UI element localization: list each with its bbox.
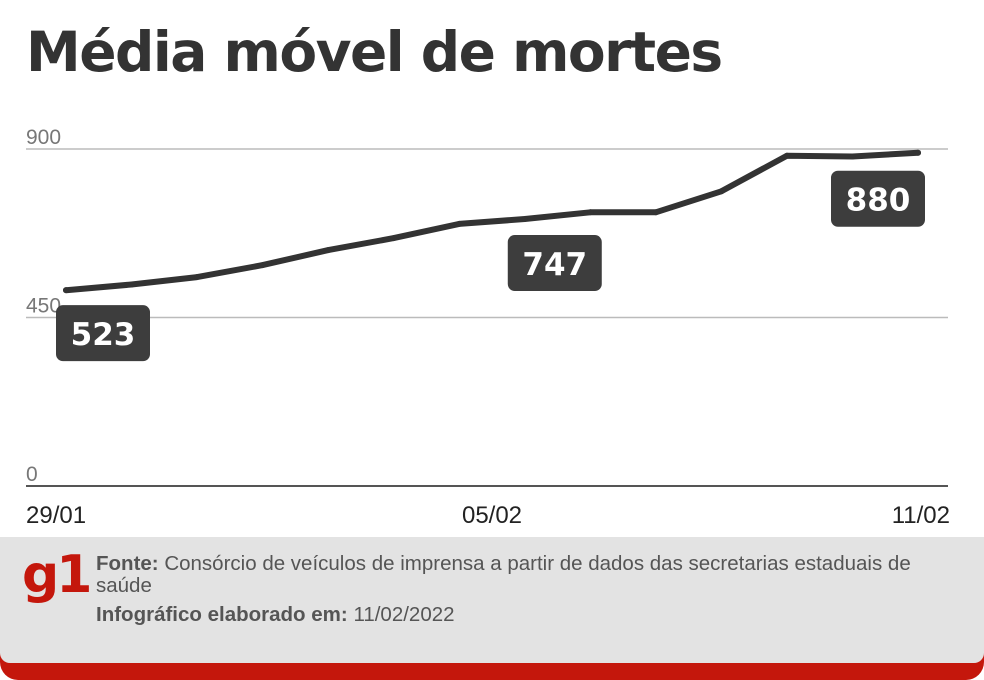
data-label: 880 bbox=[846, 183, 911, 219]
made-label: Infográfico elaborado em: bbox=[96, 603, 348, 626]
series-line bbox=[63, 149, 921, 294]
source-note: Fonte: Consórcio de veículos de imprensa… bbox=[96, 553, 956, 597]
data-label: 523 bbox=[71, 317, 136, 353]
data-label-box bbox=[507, 235, 602, 292]
data-point bbox=[128, 281, 135, 288]
data-label-box bbox=[56, 305, 150, 362]
footer: g1 Fonte: Consórcio de veículos de impre… bbox=[0, 537, 984, 680]
y-tick-label: 900 bbox=[26, 126, 61, 149]
data-point bbox=[587, 209, 594, 216]
data-point bbox=[325, 247, 332, 254]
g1-logo: g1 bbox=[22, 545, 92, 605]
data-label-box bbox=[831, 170, 925, 227]
source-label: Fonte: bbox=[96, 552, 159, 575]
data-point bbox=[783, 152, 790, 159]
data-point bbox=[521, 216, 528, 223]
data-point bbox=[915, 149, 921, 156]
made-date: 11/02/2022 bbox=[353, 603, 455, 626]
y-tick-label: 0 bbox=[26, 463, 38, 486]
footer-red-bar bbox=[0, 653, 984, 680]
x-tick-label: 11/02 bbox=[892, 502, 950, 529]
data-point bbox=[849, 153, 856, 160]
data-point bbox=[194, 274, 201, 281]
data-point bbox=[390, 235, 397, 242]
data-point bbox=[259, 262, 266, 269]
line-chart: 0 450 900 29/01 05/02 11/02 523 747 880 bbox=[26, 126, 950, 529]
data-label: 747 bbox=[522, 247, 587, 283]
source-text: Consórcio de veículos de imprensa a part… bbox=[96, 552, 911, 597]
made-note: Infográfico elaborado em: 11/02/2022 bbox=[96, 603, 455, 627]
data-point bbox=[456, 220, 463, 227]
x-tick-label: 05/02 bbox=[462, 502, 522, 529]
data-point bbox=[652, 209, 659, 216]
x-tick-label: 29/01 bbox=[26, 502, 86, 529]
data-point bbox=[63, 287, 69, 294]
chart-title: Média móvel de mortes bbox=[26, 20, 723, 84]
y-tick-label: 450 bbox=[26, 295, 61, 318]
data-point bbox=[718, 188, 725, 195]
footer-background bbox=[0, 537, 984, 653]
